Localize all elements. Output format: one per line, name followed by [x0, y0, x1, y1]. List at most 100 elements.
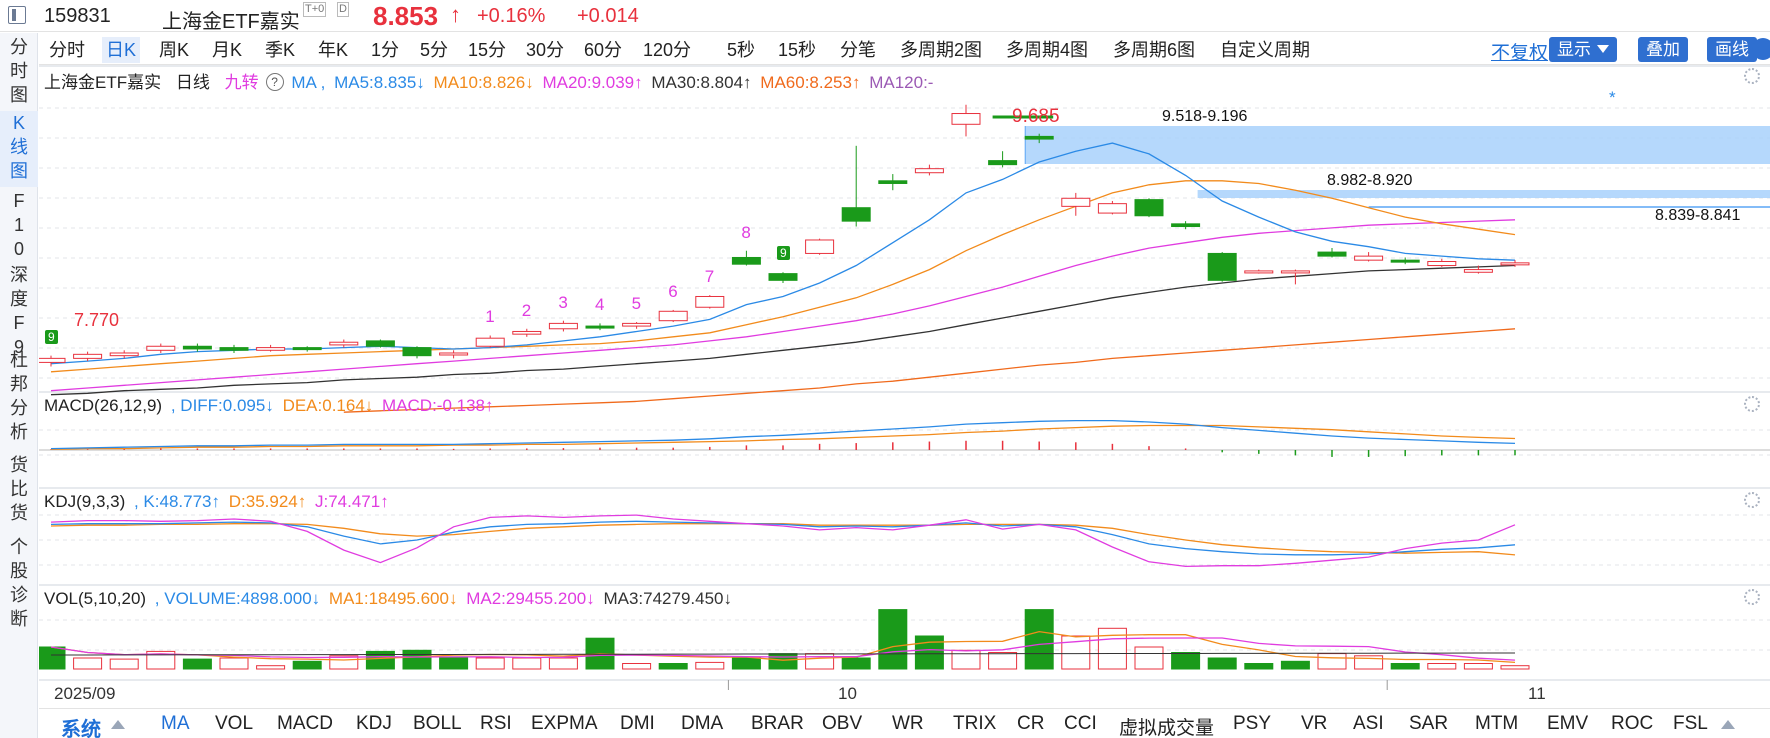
volume-bar	[402, 649, 432, 670]
price-up-arrow: ↑	[450, 2, 461, 27]
macd-title: MACD(26,12,9)	[44, 396, 163, 415]
candle-body	[146, 345, 176, 351]
nav-depth-f9-label: 深度F9	[10, 265, 28, 357]
nav-kline-label: K线图	[10, 113, 28, 181]
draw-line-button[interactable]: 画线	[1707, 37, 1757, 62]
ma5-value: MA5:8.835↓	[334, 73, 425, 92]
tab-cci[interactable]: CCI	[1064, 713, 1097, 734]
tab-monthly[interactable]: 月K	[212, 40, 243, 60]
tab-system[interactable]: 系统	[61, 719, 101, 738]
nav-compare[interactable]: 货比货	[0, 453, 38, 529]
candle-body	[768, 273, 798, 281]
tab-daily[interactable]: 日K	[102, 37, 141, 63]
stock-name: 上海金ETF嘉实	[162, 11, 300, 33]
candle-body	[1280, 270, 1310, 274]
tab-boll[interactable]: BOLL	[413, 713, 462, 734]
tab-emv[interactable]: EMV	[1547, 713, 1589, 734]
tab-dmi[interactable]: DMI	[620, 713, 655, 734]
candle-body	[805, 239, 835, 254]
tab-multi2[interactable]: 多周期2图	[900, 40, 983, 60]
macd-diff-line	[50, 419, 1516, 450]
candle-body	[1427, 261, 1457, 267]
panel-toggle-icon[interactable]	[1752, 38, 1770, 60]
more-indicators-caret-icon[interactable]	[1721, 720, 1735, 729]
window-icon[interactable]	[8, 6, 26, 24]
tab-weekly[interactable]: 周K	[159, 40, 190, 60]
nine-turn-toggle[interactable]: 九转	[224, 73, 259, 92]
tab-tick[interactable]: 分笔	[840, 40, 876, 60]
display-button[interactable]: 显示	[1549, 37, 1617, 62]
nine-turn-mark: 2	[521, 300, 532, 320]
help-icon[interactable]: ?	[265, 73, 284, 91]
nav-depth-f9[interactable]: 深度F9	[0, 263, 38, 357]
tab-intraday[interactable]: 分时	[49, 40, 85, 60]
tab-rsi[interactable]: RSI	[480, 713, 512, 734]
candle-body	[512, 330, 542, 335]
vol-ma2: MA2:29455.200↓	[466, 589, 595, 608]
volume-bar	[548, 657, 578, 670]
tab-dma[interactable]: DMA	[681, 713, 724, 734]
tab-macd[interactable]: MACD	[277, 713, 333, 734]
tab-1min[interactable]: 1分	[371, 40, 400, 60]
tab-5min[interactable]: 5分	[420, 40, 449, 60]
tab-15min[interactable]: 15分	[468, 40, 507, 60]
candle-body	[878, 180, 908, 184]
vol-ma3-line	[51, 652, 1515, 656]
tab-trix[interactable]: TRIX	[953, 713, 997, 734]
period-bar: 分时 日K 周K 月K 季K 年K 1分 5分 15分 30分 60分 120分…	[39, 33, 1770, 65]
tab-5sec[interactable]: 5秒	[727, 40, 756, 60]
candle-body	[1244, 270, 1274, 274]
tab-ma[interactable]: MA	[161, 713, 190, 734]
kline-chart[interactable]	[39, 0, 1770, 708]
tab-multi4[interactable]: 多周期4图	[1006, 40, 1089, 60]
nav-dupont[interactable]: 杜邦分析	[0, 348, 38, 448]
tab-120min[interactable]: 120分	[643, 40, 692, 60]
candle-body	[475, 337, 505, 347]
volume-bar	[475, 657, 505, 670]
nav-kline[interactable]: K线图	[0, 111, 38, 187]
tab-mtm[interactable]: MTM	[1475, 713, 1519, 734]
volume-bar	[768, 653, 798, 670]
vol-ma1-line	[50, 630, 1516, 664]
nav-f10[interactable]: F10	[0, 189, 38, 259]
volume-bar	[512, 657, 542, 670]
macd-settings-icon[interactable]	[1744, 396, 1760, 412]
tab-wr[interactable]: WR	[892, 713, 924, 734]
kdj-title: KDJ(9,3,3)	[44, 492, 126, 511]
tab-psy[interactable]: PSY	[1233, 713, 1272, 734]
overlay-button[interactable]: 叠加	[1638, 37, 1688, 62]
tab-quarterly[interactable]: 季K	[265, 40, 296, 60]
volume-bar	[878, 609, 908, 670]
system-caret-icon[interactable]	[111, 720, 125, 729]
vol-settings-icon[interactable]	[1744, 589, 1760, 605]
vol-legend: VOL(5,10,20) , VOLUME:4898.000↓ MA1:1849…	[44, 589, 736, 609]
tab-vr[interactable]: VR	[1301, 713, 1328, 734]
nav-intraday[interactable]: 分时图	[0, 35, 38, 109]
nine-turn-mark: 8	[741, 222, 751, 242]
tab-vol[interactable]: VOL	[215, 713, 254, 734]
vol-volume: , VOLUME:4898.000↓	[154, 589, 321, 608]
tab-60min[interactable]: 60分	[584, 40, 623, 60]
kdj-settings-icon[interactable]	[1744, 492, 1760, 508]
tab-custom[interactable]: 自定义周期	[1220, 40, 1310, 60]
adjust-dropdown[interactable]: 不复权	[1491, 43, 1549, 64]
kline-settings-icon[interactable]	[1744, 68, 1760, 84]
tab-30min[interactable]: 30分	[526, 40, 565, 60]
tab-asi[interactable]: ASI	[1353, 713, 1384, 734]
tab-roc[interactable]: ROC	[1611, 713, 1654, 734]
tab-kdj[interactable]: KDJ	[356, 713, 392, 734]
tab-virtual-volume[interactable]: 虚拟成交量	[1119, 718, 1215, 738]
tab-fsl[interactable]: FSL	[1673, 713, 1708, 734]
tab-yearly[interactable]: 年K	[318, 40, 349, 60]
tab-15sec[interactable]: 15秒	[778, 40, 817, 60]
tab-brar[interactable]: BRAR	[751, 713, 804, 734]
nav-diagnosis[interactable]: 个股诊断	[0, 535, 38, 635]
tab-sar[interactable]: SAR	[1409, 713, 1449, 734]
tab-obv[interactable]: OBV	[822, 713, 863, 734]
d-badge: D	[337, 2, 349, 17]
volume-bar	[1390, 663, 1420, 670]
tab-multi6[interactable]: 多周期6图	[1113, 40, 1196, 60]
candle-body	[439, 352, 469, 356]
tab-expma[interactable]: EXPMA	[531, 713, 598, 734]
tab-cr[interactable]: CR	[1017, 713, 1045, 734]
